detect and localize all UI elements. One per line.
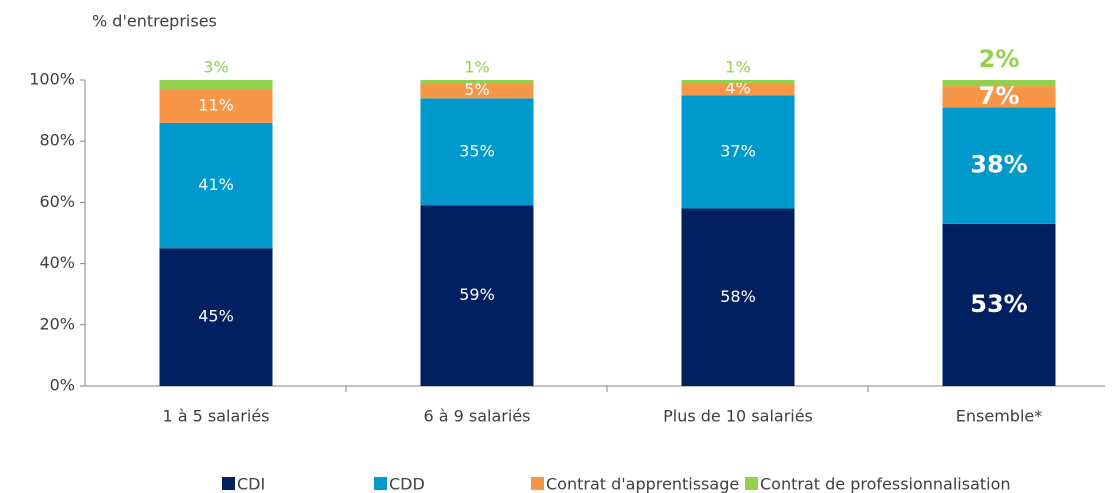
- y-tick-label: 60%: [39, 192, 75, 211]
- value-label: 38%: [970, 151, 1027, 179]
- value-label: 45%: [198, 307, 234, 326]
- bar-segment: [159, 248, 273, 386]
- legend-label: Contrat de professionnalisation: [760, 475, 1011, 493]
- legend-label: CDD: [389, 475, 425, 493]
- value-label: 37%: [720, 141, 756, 160]
- value-label: 2%: [979, 45, 1020, 73]
- value-label: 53%: [970, 290, 1027, 318]
- bar-segment: [681, 208, 795, 386]
- x-tick-label: 1 à 5 salariés: [162, 407, 269, 426]
- bar-segment: [159, 80, 273, 90]
- y-tick-label: 40%: [39, 253, 75, 272]
- value-label: 35%: [459, 141, 495, 160]
- bar-segment: [681, 95, 795, 209]
- legend-swatch: [531, 477, 544, 490]
- bar-segment: [420, 205, 534, 386]
- bar-segment: [420, 83, 534, 99]
- value-label: 58%: [720, 287, 756, 306]
- value-label: 1%: [464, 58, 489, 77]
- y-tick-label: 100%: [29, 70, 75, 89]
- bar-segment: [159, 122, 273, 249]
- x-tick-label: Plus de 10 salariés: [663, 407, 813, 426]
- legend-swatch: [745, 477, 758, 490]
- bar-segment: [942, 223, 1056, 386]
- bar-segment: [159, 89, 273, 123]
- bar-segment: [681, 80, 795, 84]
- x-tick-label: 6 à 9 salariés: [423, 407, 530, 426]
- value-label: 59%: [459, 285, 495, 304]
- value-label: 1%: [725, 58, 750, 77]
- value-label: 4%: [725, 79, 750, 98]
- bar-segment: [942, 80, 1056, 87]
- legend-swatch: [222, 477, 235, 490]
- bar-segment: [942, 107, 1056, 224]
- legend-label: Contrat d'apprentissage: [546, 475, 739, 493]
- legend-label: CDI: [237, 475, 265, 493]
- value-label: 41%: [198, 175, 234, 194]
- value-label: 11%: [198, 96, 234, 115]
- y-tick-label: 0%: [50, 376, 75, 395]
- x-tick-label: Ensemble*: [956, 407, 1042, 426]
- y-axis-label: % d'entreprises: [92, 12, 217, 31]
- bar-segment: [681, 83, 795, 96]
- bar-segment: [942, 86, 1056, 108]
- value-label: 5%: [464, 80, 489, 99]
- legend-swatch: [374, 477, 387, 490]
- y-tick-label: 80%: [39, 131, 75, 150]
- bar-segment: [420, 98, 534, 206]
- value-label: 3%: [203, 58, 228, 77]
- value-label: 7%: [979, 82, 1020, 110]
- bar-segment: [420, 80, 534, 84]
- y-tick-label: 20%: [39, 314, 75, 333]
